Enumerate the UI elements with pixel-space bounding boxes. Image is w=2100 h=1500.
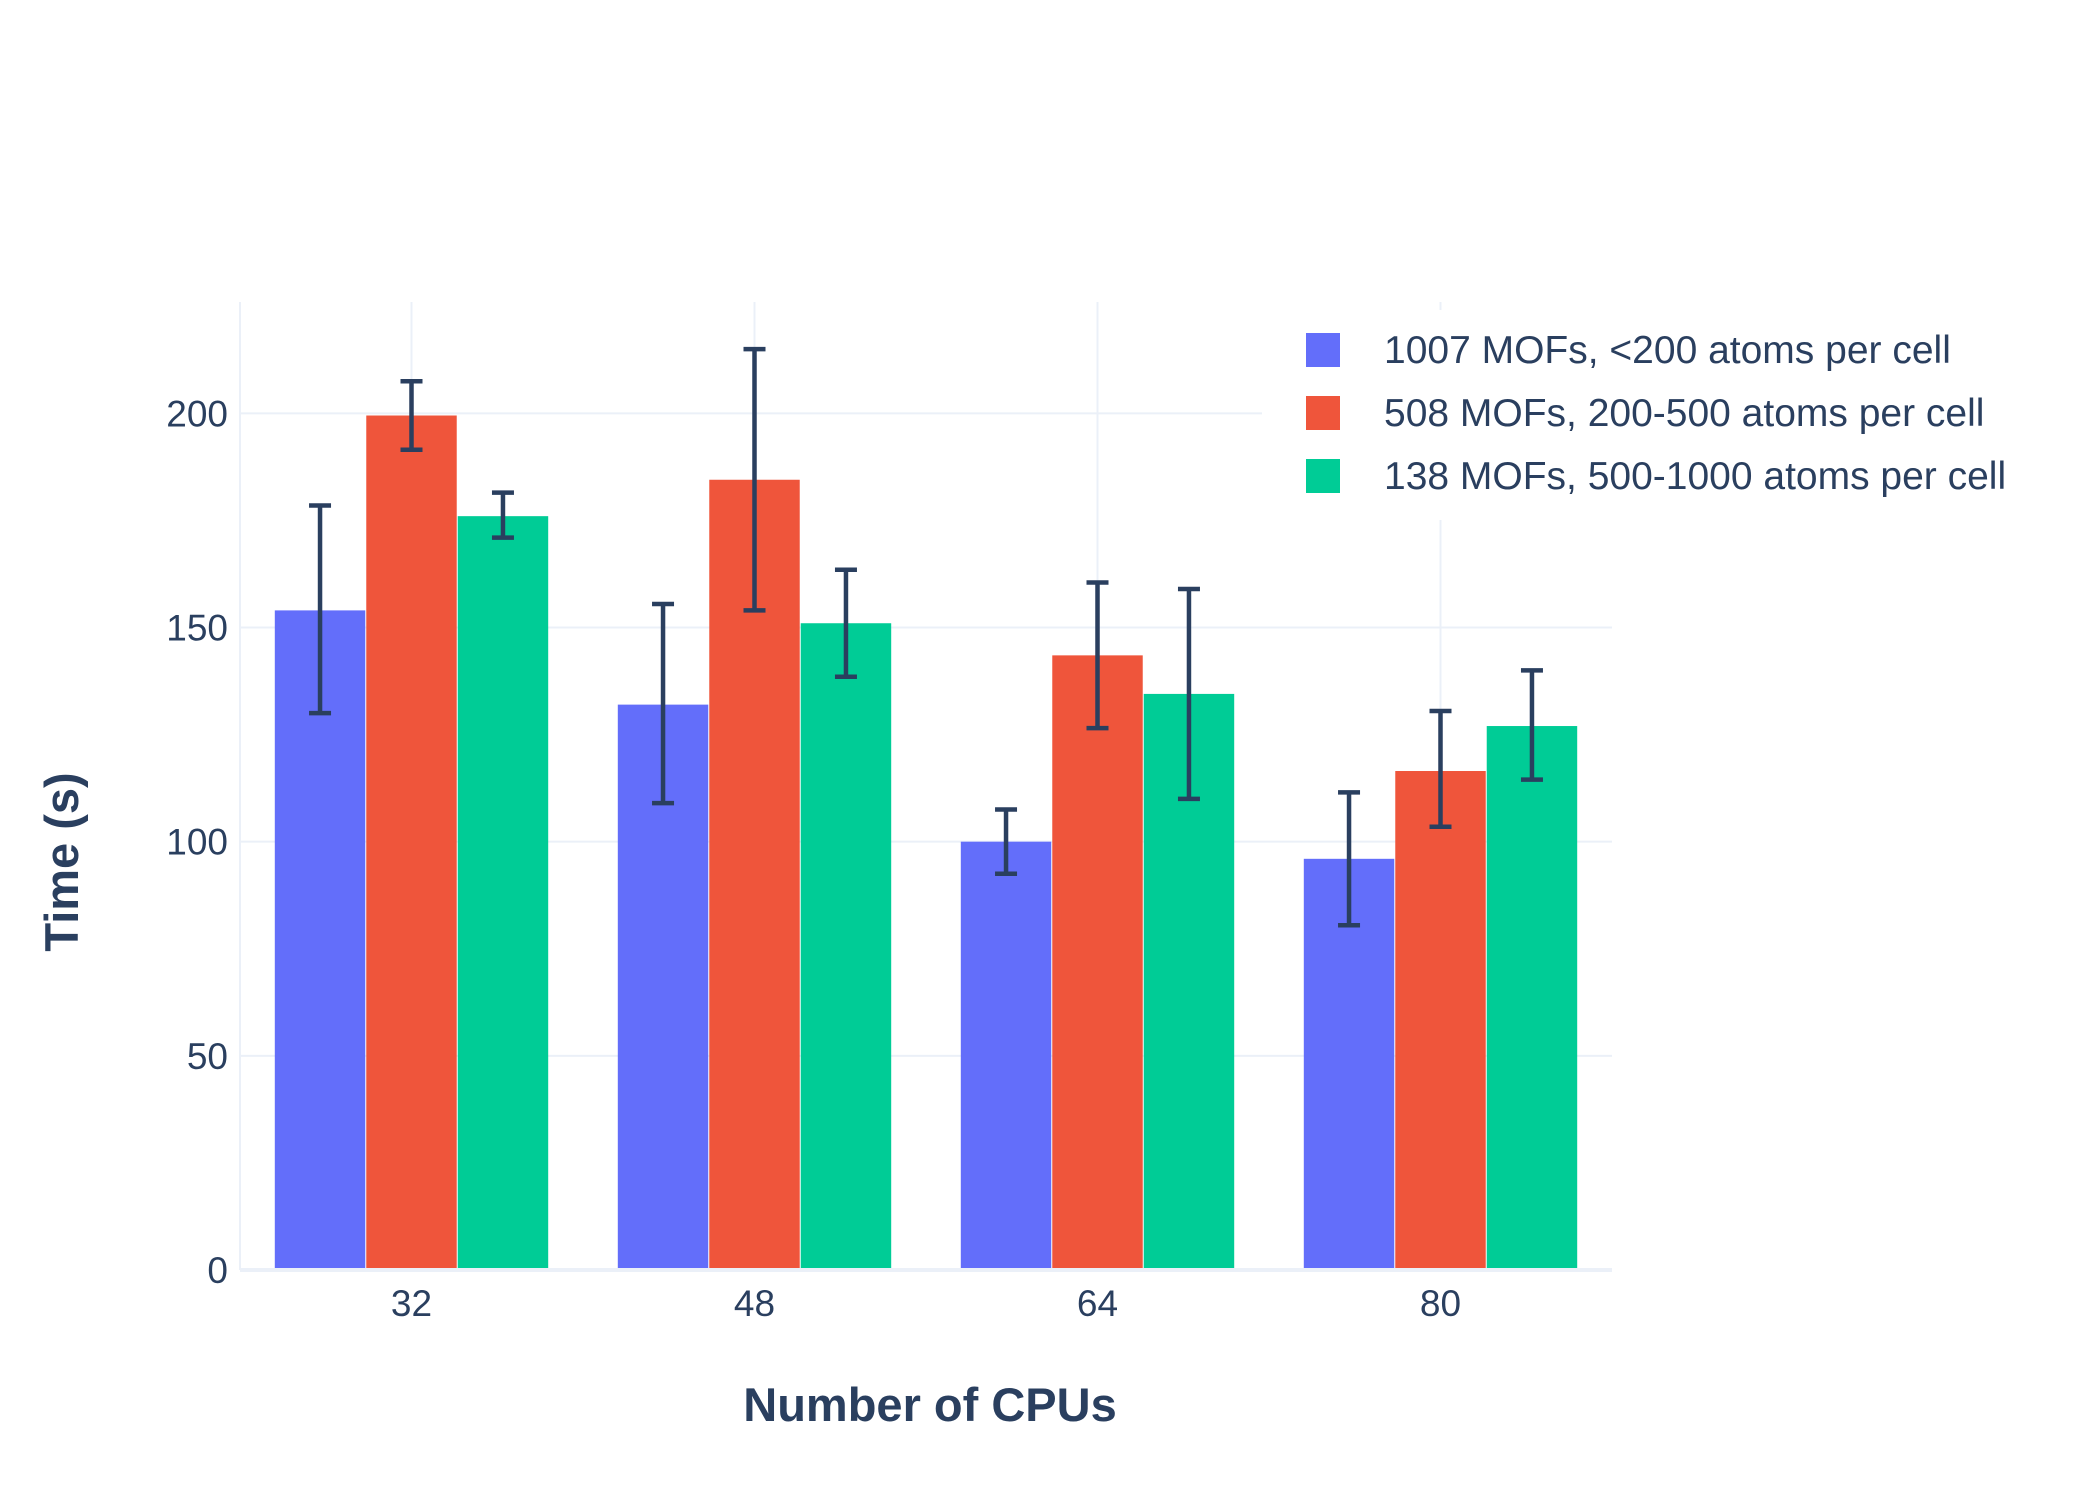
legend-swatch[interactable]: [1306, 396, 1340, 430]
y-tick-label: 100: [166, 822, 228, 863]
y-tick-label: 200: [166, 393, 228, 434]
bar-32-series-2: [366, 415, 457, 1271]
legend-item-label[interactable]: 508 MOFs, 200-500 atoms per cell: [1384, 392, 1984, 435]
bar-80-series-3: [1486, 726, 1578, 1270]
y-tick-label: 50: [187, 1036, 228, 1077]
y-tick-label: 0: [207, 1250, 228, 1291]
legend-swatch[interactable]: [1306, 333, 1340, 367]
legend-item-label[interactable]: 1007 MOFs, <200 atoms per cell: [1384, 329, 1951, 372]
y-tick-label: 150: [166, 608, 228, 649]
bars: [274, 415, 1578, 1271]
legend-item-label[interactable]: 138 MOFs, 500-1000 atoms per cell: [1384, 455, 2006, 498]
bar-80-series-2: [1395, 771, 1486, 1270]
y-axis-title: Time (s): [35, 772, 88, 951]
bar-32-series-1: [274, 610, 366, 1270]
axes: 0 50 100 150 200 32 48 64 80: [166, 393, 1612, 1324]
x-tick-label: 32: [391, 1283, 432, 1324]
bar-64-series-2: [1052, 655, 1143, 1270]
legend-swatch[interactable]: [1306, 459, 1340, 493]
bar-32-series-3: [457, 516, 549, 1270]
x-tick-label: 48: [734, 1283, 775, 1324]
legend-background: [1262, 310, 2100, 520]
error-bars: [309, 346, 1543, 928]
legend[interactable]: 1007 MOFs, <200 atoms per cell 508 MOFs, …: [1262, 310, 2100, 520]
x-tick-label: 64: [1077, 1283, 1118, 1324]
x-axis-title: Number of CPUs: [743, 1378, 1116, 1431]
bar-64-series-1: [960, 841, 1052, 1270]
bar-48-series-3: [800, 623, 892, 1270]
x-tick-label: 80: [1420, 1283, 1461, 1324]
